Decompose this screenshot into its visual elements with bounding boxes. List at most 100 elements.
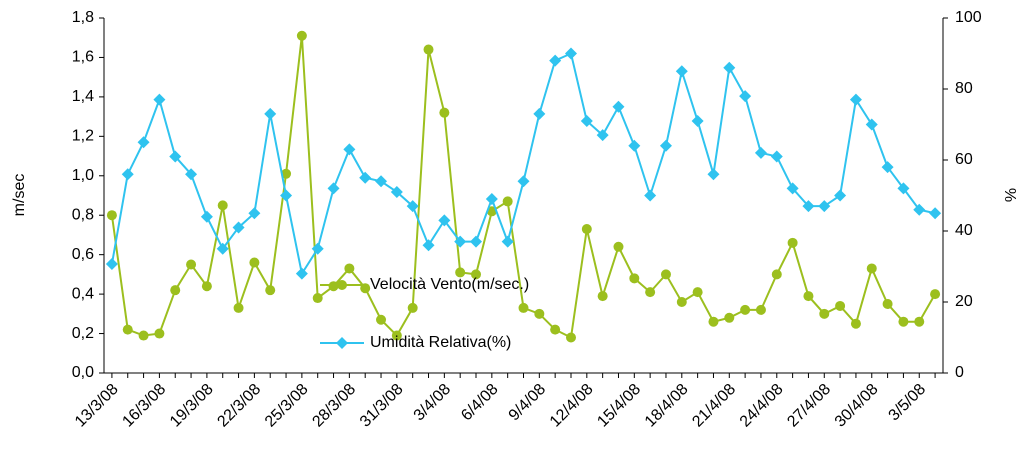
- point: [930, 289, 941, 300]
- x-tick-label: 27/4/08: [784, 381, 834, 431]
- point: [550, 324, 561, 335]
- point: [249, 257, 260, 268]
- point: [581, 224, 592, 235]
- point: [708, 316, 719, 327]
- series: [106, 30, 941, 343]
- point: [485, 193, 498, 206]
- point: [897, 182, 910, 195]
- y-tick-label: 0,0: [72, 364, 94, 381]
- x-tick-label: 22/3/08: [214, 381, 264, 431]
- point: [359, 171, 372, 184]
- x-tick-label: 6/4/08: [458, 381, 502, 425]
- y2-tick-label: 0: [955, 364, 964, 381]
- x-tick-label: 12/4/08: [547, 381, 597, 431]
- point: [835, 300, 846, 311]
- point: [929, 207, 942, 220]
- point: [312, 293, 323, 304]
- y-tick-label: 1,0: [72, 167, 94, 184]
- point: [723, 61, 736, 74]
- legend-marker: [337, 280, 347, 290]
- y-tick-label: 0,2: [72, 325, 94, 342]
- point: [882, 298, 893, 309]
- point: [770, 150, 783, 163]
- point: [849, 93, 862, 106]
- point: [376, 314, 387, 325]
- point: [597, 291, 608, 302]
- point: [771, 269, 782, 280]
- point: [486, 206, 497, 217]
- point: [755, 304, 766, 315]
- point: [455, 267, 466, 278]
- point: [201, 281, 212, 292]
- point: [217, 200, 228, 211]
- point: [391, 330, 402, 341]
- y-tick-label: 1,2: [72, 128, 94, 145]
- point: [534, 308, 545, 319]
- point: [850, 318, 861, 329]
- series: [105, 47, 942, 280]
- point: [660, 269, 671, 280]
- y2-tick-label: 20: [955, 293, 973, 310]
- point: [549, 54, 562, 67]
- point: [865, 118, 878, 131]
- point: [233, 302, 244, 313]
- point: [280, 189, 293, 202]
- point: [502, 196, 513, 207]
- y2-tick-label: 80: [955, 80, 973, 97]
- x-tick-label: 19/3/08: [167, 381, 217, 431]
- point: [200, 210, 213, 223]
- x-tick-label: 16/3/08: [119, 381, 169, 431]
- point: [675, 65, 688, 78]
- x-tick-label: 31/3/08: [357, 381, 407, 431]
- point: [439, 107, 450, 118]
- point: [803, 291, 814, 302]
- point: [264, 107, 277, 120]
- point: [232, 221, 245, 234]
- point: [170, 285, 181, 296]
- series-line: [110, 52, 936, 277]
- y-axis-label: m/sec: [11, 174, 28, 217]
- point: [580, 114, 593, 127]
- point: [422, 239, 435, 252]
- point: [454, 235, 467, 248]
- y-tick-label: 0,8: [72, 206, 94, 223]
- point: [248, 207, 261, 220]
- point: [122, 324, 133, 335]
- point: [819, 308, 830, 319]
- point: [818, 200, 831, 213]
- point: [517, 175, 530, 188]
- point: [423, 44, 434, 55]
- point: [786, 182, 799, 195]
- point: [295, 267, 308, 280]
- point: [137, 136, 150, 149]
- y-tick-label: 1,8: [72, 9, 94, 26]
- point: [533, 107, 546, 120]
- point: [913, 203, 926, 216]
- point: [106, 210, 117, 221]
- point: [612, 100, 625, 113]
- point: [406, 200, 419, 213]
- point: [438, 214, 451, 227]
- point: [645, 287, 656, 298]
- point: [691, 114, 704, 127]
- x-tick-label: 3/5/08: [886, 381, 930, 425]
- point: [628, 139, 641, 152]
- legend-label: Umidità Relativa(%): [370, 334, 511, 351]
- point: [375, 175, 388, 188]
- point: [311, 242, 324, 255]
- point: [613, 241, 624, 252]
- point: [659, 139, 672, 152]
- point: [296, 30, 307, 41]
- point: [914, 316, 925, 327]
- point: [754, 146, 767, 159]
- legend-label: Velocità Vento(m/sec.): [370, 276, 529, 293]
- y2-tick-label: 40: [955, 222, 973, 239]
- y-tick-label: 1,6: [72, 49, 94, 66]
- x-tick-label: 24/4/08: [737, 381, 787, 431]
- point: [739, 90, 752, 103]
- y2-tick-label: 100: [955, 9, 982, 26]
- point: [787, 237, 798, 248]
- x-tick-label: 28/3/08: [309, 381, 359, 431]
- x-tick-label: 15/4/08: [594, 381, 644, 431]
